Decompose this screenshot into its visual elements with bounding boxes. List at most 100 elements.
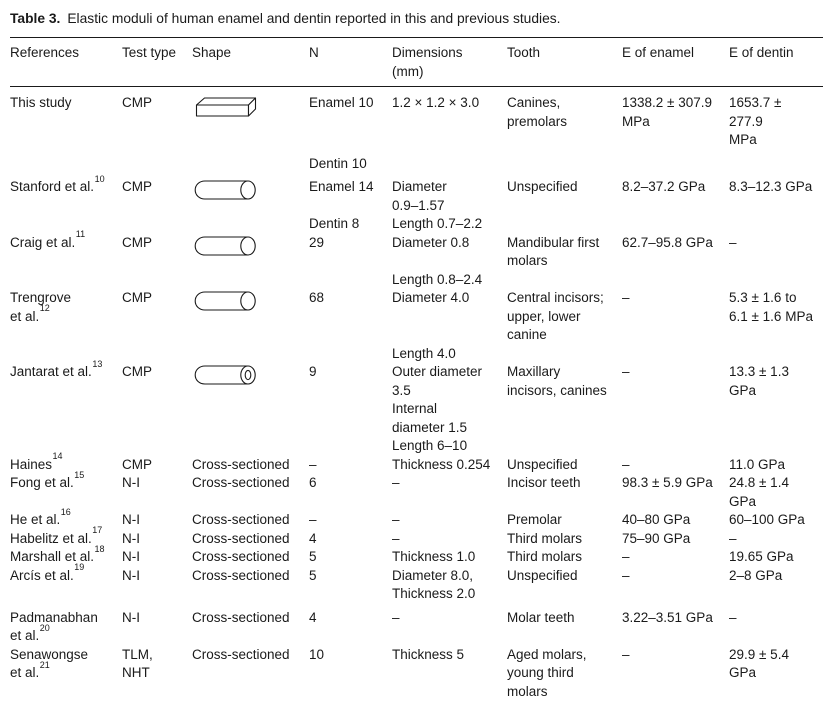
- table-cell: [622, 215, 729, 234]
- table-cell: Arcís et al.19: [10, 562, 85, 583]
- table-cell: Diameter 4.0: [392, 290, 470, 305]
- table-cell: [729, 215, 823, 234]
- table-cell: [192, 215, 309, 234]
- table-cell: Canines, premolars: [507, 95, 568, 129]
- table-body: This study CMP Enamel 10 1.2 × 1.2 × 3.0 Can…: [10, 87, 823, 703]
- table-cell: He et al.16: [10, 506, 71, 527]
- table-row: Habelitz et al.17 N-I Cross-sectioned 4 – Thi…: [10, 525, 823, 549]
- column-header-n: N: [309, 37, 392, 87]
- table-cell: –: [309, 456, 317, 472]
- table-cell: 4: [309, 609, 317, 625]
- table-row: Craig et al.11 CMP 29 Diameter 0.8 Mandibula…: [10, 229, 823, 271]
- reference-superscript: 17: [92, 525, 103, 535]
- table-cell: [507, 215, 622, 234]
- table-cell: Premolar: [507, 512, 562, 527]
- table-cell: Stanford et al.10: [10, 173, 105, 194]
- table-cell: 5.3 ± 1.6 to 6.1 ± 1.6 MPa: [729, 290, 813, 324]
- table-cell: Cross-sectioned: [192, 530, 290, 546]
- rectangular-bar-icon: [194, 96, 301, 118]
- table-cell: CMP: [122, 290, 152, 305]
- table-cell: 1.2 × 1.2 × 3.0: [392, 95, 480, 110]
- table-cell: N-I: [122, 512, 140, 527]
- table-cell: 2–8 GPa: [729, 567, 783, 583]
- table-cell: [309, 345, 392, 364]
- table-cell: [10, 271, 122, 290]
- table-cell: [122, 215, 192, 234]
- column-header-dimensions: Dimensions (mm): [392, 37, 507, 87]
- table-cell: Dentin 10: [309, 155, 367, 171]
- reference-superscript: 12: [39, 303, 50, 313]
- table-cell: –: [622, 646, 630, 662]
- table-cell: [122, 345, 192, 364]
- table-cell: –: [392, 530, 400, 546]
- table-cell: –: [392, 475, 400, 490]
- column-header-e-of-enamel: E of enamel: [622, 37, 729, 87]
- table-cell: 4: [309, 530, 317, 546]
- table-cell: Cross-sectioned: [192, 475, 290, 490]
- table-cell: Craig et al.11: [10, 229, 86, 250]
- reference-superscript: 11: [75, 229, 86, 239]
- table-cell: 6: [309, 475, 317, 490]
- table-cell: [729, 345, 823, 364]
- table-cell: Cross-sectioned: [192, 512, 290, 527]
- table-cell: Cross-sectioned: [192, 567, 290, 583]
- table-cell: [192, 173, 309, 215]
- table-cell: Diameter 8.0, Thickness 2.0: [392, 567, 476, 602]
- reference-superscript: 15: [74, 469, 85, 480]
- table-cell: [192, 289, 309, 345]
- table-cell: Unspecified: [507, 567, 578, 583]
- table-cell: Thickness 0.254: [392, 456, 491, 472]
- table-cell: 75–90 GPa: [622, 530, 691, 546]
- table-row: Jantarat et al.13 CMP 9 Outer diameter 3.5 In…: [10, 359, 823, 456]
- table-row: Haines14 CMP Cross-sectioned – Thickness 0.2…: [10, 452, 823, 475]
- table-cell: 40–80 GPa: [622, 512, 691, 527]
- table-cell: 1338.2 ± 307.9 MPa: [622, 95, 712, 129]
- table-cell: [192, 345, 309, 364]
- table-cell: –: [622, 567, 630, 583]
- table-cell: Unspecified: [507, 456, 578, 472]
- table-cell: 1653.7 ± 277.9 MPa: [729, 95, 782, 147]
- table-cell: 19.65 GPa: [729, 549, 794, 564]
- table-cell: Unspecified: [507, 179, 578, 194]
- table-cell: This study: [10, 95, 72, 110]
- cylinder-icon: [194, 235, 301, 256]
- table-cell: CMP: [122, 456, 152, 472]
- table-cell: –: [729, 234, 737, 250]
- reference-superscript: 14: [52, 451, 63, 461]
- table-row: Trengrove et al.12 CMP 68 Diameter 4.0 Centra…: [10, 289, 823, 345]
- table-cell: Third molars: [507, 530, 583, 546]
- table-cell: [309, 271, 392, 290]
- table-cell: 8.2–37.2 GPa: [622, 179, 706, 194]
- hollow-cylinder-icon: [194, 365, 301, 385]
- table-cell: Enamel 10: [309, 95, 374, 110]
- table-cell: Third molars: [507, 549, 583, 564]
- table-cell: Marshall et al.18: [10, 543, 105, 564]
- table-cell: 68: [309, 290, 325, 305]
- table-cell: N-I: [122, 549, 140, 564]
- table-cell: [10, 215, 122, 234]
- table-row: Fong et al.15 N-I Cross-sectioned 6 – Incisor…: [10, 470, 823, 511]
- table-header-row: References Test type Shape N Dimensions (mm) T…: [10, 37, 823, 87]
- table-cell: [192, 87, 309, 150]
- table-cell: CMP: [122, 364, 152, 379]
- table-cell: Thickness 1.0: [392, 549, 476, 564]
- table-cell: Habelitz et al.17: [10, 525, 103, 546]
- table-cell: –: [622, 456, 630, 472]
- table-cell: N-I: [122, 609, 140, 625]
- table-cell: 62.7–95.8 GPa: [622, 234, 713, 250]
- table-caption-text: Elastic moduli of human enamel and denti…: [67, 11, 561, 26]
- table-cell: [622, 150, 729, 174]
- table-row: Length 0.8–2.4: [10, 271, 823, 290]
- table-cell: 10: [309, 646, 325, 662]
- table-cell: Maxillary incisors, canines: [507, 364, 607, 398]
- table-cell: Trengrove et al.12: [10, 290, 72, 324]
- table-cell: –: [729, 530, 737, 546]
- reference-superscript: 16: [60, 506, 71, 517]
- table-cell: Cross-sectioned: [192, 549, 290, 564]
- column-header-tooth: Tooth: [507, 37, 622, 87]
- table-cell: 24.8 ± 1.4 GPa: [729, 475, 789, 509]
- table-cell: Diameter 0.8: [392, 234, 470, 250]
- table-row: Senawongse et al.21 TLM, NHT Cross-sectioned…: [10, 646, 823, 702]
- table-cell: [192, 363, 309, 456]
- table-cell: Padmanabhan et al.20: [10, 609, 98, 644]
